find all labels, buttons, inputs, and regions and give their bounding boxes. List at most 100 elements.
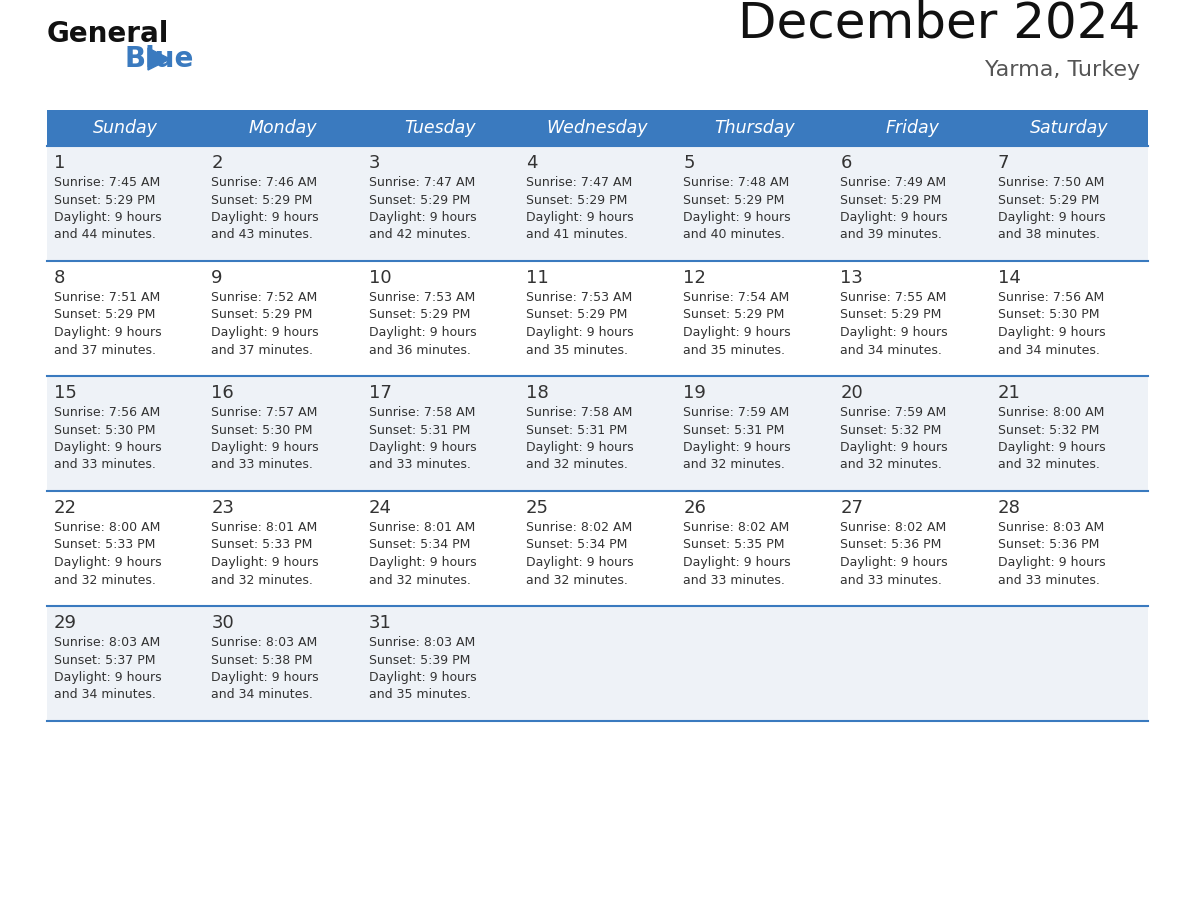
Text: Daylight: 9 hours: Daylight: 9 hours <box>53 671 162 684</box>
Text: and 35 minutes.: and 35 minutes. <box>368 688 470 701</box>
Text: Sunset: 5:31 PM: Sunset: 5:31 PM <box>368 423 470 436</box>
Text: Sunrise: 7:56 AM: Sunrise: 7:56 AM <box>998 291 1104 304</box>
Text: Daylight: 9 hours: Daylight: 9 hours <box>211 441 318 454</box>
Text: Monday: Monday <box>248 119 317 137</box>
Text: Daylight: 9 hours: Daylight: 9 hours <box>53 441 162 454</box>
Text: Sunset: 5:29 PM: Sunset: 5:29 PM <box>211 194 312 207</box>
Text: Sunset: 5:30 PM: Sunset: 5:30 PM <box>211 423 312 436</box>
Text: Daylight: 9 hours: Daylight: 9 hours <box>526 441 633 454</box>
Text: Daylight: 9 hours: Daylight: 9 hours <box>526 211 633 224</box>
Text: Sunrise: 7:53 AM: Sunrise: 7:53 AM <box>526 291 632 304</box>
Text: 8: 8 <box>53 269 65 287</box>
Text: Sunrise: 7:52 AM: Sunrise: 7:52 AM <box>211 291 317 304</box>
Text: and 32 minutes.: and 32 minutes. <box>526 458 627 472</box>
Text: Tuesday: Tuesday <box>404 119 476 137</box>
Text: Daylight: 9 hours: Daylight: 9 hours <box>53 211 162 224</box>
Text: Blue: Blue <box>125 45 194 73</box>
Text: Daylight: 9 hours: Daylight: 9 hours <box>211 326 318 339</box>
Bar <box>48 376 1148 491</box>
Text: 24: 24 <box>368 499 392 517</box>
Text: Sunrise: 8:02 AM: Sunrise: 8:02 AM <box>526 521 632 534</box>
Text: Daylight: 9 hours: Daylight: 9 hours <box>368 211 476 224</box>
Text: and 32 minutes.: and 32 minutes. <box>53 574 156 587</box>
Text: Daylight: 9 hours: Daylight: 9 hours <box>211 556 318 569</box>
Text: and 34 minutes.: and 34 minutes. <box>211 688 314 701</box>
Text: Sunset: 5:34 PM: Sunset: 5:34 PM <box>368 539 470 552</box>
Text: 6: 6 <box>840 154 852 172</box>
Text: and 40 minutes.: and 40 minutes. <box>683 229 785 241</box>
Text: Sunset: 5:29 PM: Sunset: 5:29 PM <box>526 308 627 321</box>
Text: Daylight: 9 hours: Daylight: 9 hours <box>683 211 791 224</box>
Text: Sunrise: 7:48 AM: Sunrise: 7:48 AM <box>683 176 789 189</box>
Text: Thursday: Thursday <box>714 119 795 137</box>
Text: Sunset: 5:29 PM: Sunset: 5:29 PM <box>840 194 942 207</box>
Text: Sunrise: 7:50 AM: Sunrise: 7:50 AM <box>998 176 1104 189</box>
Text: 30: 30 <box>211 614 234 632</box>
Text: Sunset: 5:38 PM: Sunset: 5:38 PM <box>211 654 312 666</box>
Text: Sunrise: 7:59 AM: Sunrise: 7:59 AM <box>683 406 789 419</box>
Text: and 34 minutes.: and 34 minutes. <box>998 343 1100 356</box>
Text: and 33 minutes.: and 33 minutes. <box>840 574 942 587</box>
Text: Sunset: 5:35 PM: Sunset: 5:35 PM <box>683 539 784 552</box>
Text: 22: 22 <box>53 499 77 517</box>
Text: and 41 minutes.: and 41 minutes. <box>526 229 627 241</box>
Text: and 35 minutes.: and 35 minutes. <box>526 343 627 356</box>
Text: Sunrise: 7:46 AM: Sunrise: 7:46 AM <box>211 176 317 189</box>
Text: Sunset: 5:32 PM: Sunset: 5:32 PM <box>998 423 1099 436</box>
Text: Daylight: 9 hours: Daylight: 9 hours <box>211 211 318 224</box>
Text: Sunset: 5:29 PM: Sunset: 5:29 PM <box>368 194 470 207</box>
Text: Sunrise: 8:03 AM: Sunrise: 8:03 AM <box>368 636 475 649</box>
Text: Sunrise: 7:51 AM: Sunrise: 7:51 AM <box>53 291 160 304</box>
Text: Sunrise: 8:03 AM: Sunrise: 8:03 AM <box>998 521 1104 534</box>
Text: Daylight: 9 hours: Daylight: 9 hours <box>998 556 1105 569</box>
Text: 4: 4 <box>526 154 537 172</box>
Text: Sunset: 5:29 PM: Sunset: 5:29 PM <box>53 194 156 207</box>
Text: and 38 minutes.: and 38 minutes. <box>998 229 1100 241</box>
Text: December 2024: December 2024 <box>738 0 1140 48</box>
Text: and 39 minutes.: and 39 minutes. <box>840 229 942 241</box>
Text: 10: 10 <box>368 269 391 287</box>
Text: 5: 5 <box>683 154 695 172</box>
Text: and 35 minutes.: and 35 minutes. <box>683 343 785 356</box>
Text: Sunset: 5:30 PM: Sunset: 5:30 PM <box>998 308 1099 321</box>
Text: Wednesday: Wednesday <box>546 119 649 137</box>
Text: Sunset: 5:29 PM: Sunset: 5:29 PM <box>998 194 1099 207</box>
Text: 16: 16 <box>211 384 234 402</box>
Text: Sunrise: 7:55 AM: Sunrise: 7:55 AM <box>840 291 947 304</box>
Text: 17: 17 <box>368 384 392 402</box>
Text: and 32 minutes.: and 32 minutes. <box>211 574 314 587</box>
Text: 26: 26 <box>683 499 706 517</box>
Text: 19: 19 <box>683 384 706 402</box>
Text: Daylight: 9 hours: Daylight: 9 hours <box>526 326 633 339</box>
Text: Sunset: 5:31 PM: Sunset: 5:31 PM <box>683 423 784 436</box>
Text: Daylight: 9 hours: Daylight: 9 hours <box>211 671 318 684</box>
Text: 18: 18 <box>526 384 549 402</box>
Text: Sunset: 5:32 PM: Sunset: 5:32 PM <box>840 423 942 436</box>
Text: 25: 25 <box>526 499 549 517</box>
Text: 2: 2 <box>211 154 223 172</box>
Text: and 32 minutes.: and 32 minutes. <box>998 458 1100 472</box>
Text: 11: 11 <box>526 269 549 287</box>
Text: 15: 15 <box>53 384 77 402</box>
Text: 23: 23 <box>211 499 234 517</box>
Text: Sunset: 5:29 PM: Sunset: 5:29 PM <box>526 194 627 207</box>
Text: Sunrise: 8:01 AM: Sunrise: 8:01 AM <box>211 521 317 534</box>
Text: and 36 minutes.: and 36 minutes. <box>368 343 470 356</box>
Text: Saturday: Saturday <box>1030 119 1108 137</box>
Text: Sunset: 5:34 PM: Sunset: 5:34 PM <box>526 539 627 552</box>
Text: Sunset: 5:36 PM: Sunset: 5:36 PM <box>840 539 942 552</box>
Text: Sunrise: 7:58 AM: Sunrise: 7:58 AM <box>368 406 475 419</box>
Text: Sunrise: 7:49 AM: Sunrise: 7:49 AM <box>840 176 947 189</box>
Text: 31: 31 <box>368 614 392 632</box>
Text: Daylight: 9 hours: Daylight: 9 hours <box>368 441 476 454</box>
Text: Sunrise: 8:03 AM: Sunrise: 8:03 AM <box>53 636 160 649</box>
Text: 1: 1 <box>53 154 65 172</box>
Text: Daylight: 9 hours: Daylight: 9 hours <box>53 556 162 569</box>
Text: Daylight: 9 hours: Daylight: 9 hours <box>683 441 791 454</box>
Text: Sunset: 5:31 PM: Sunset: 5:31 PM <box>526 423 627 436</box>
Text: 7: 7 <box>998 154 1010 172</box>
Text: 21: 21 <box>998 384 1020 402</box>
Text: Daylight: 9 hours: Daylight: 9 hours <box>998 441 1105 454</box>
Text: and 33 minutes.: and 33 minutes. <box>683 574 785 587</box>
Text: Daylight: 9 hours: Daylight: 9 hours <box>840 326 948 339</box>
